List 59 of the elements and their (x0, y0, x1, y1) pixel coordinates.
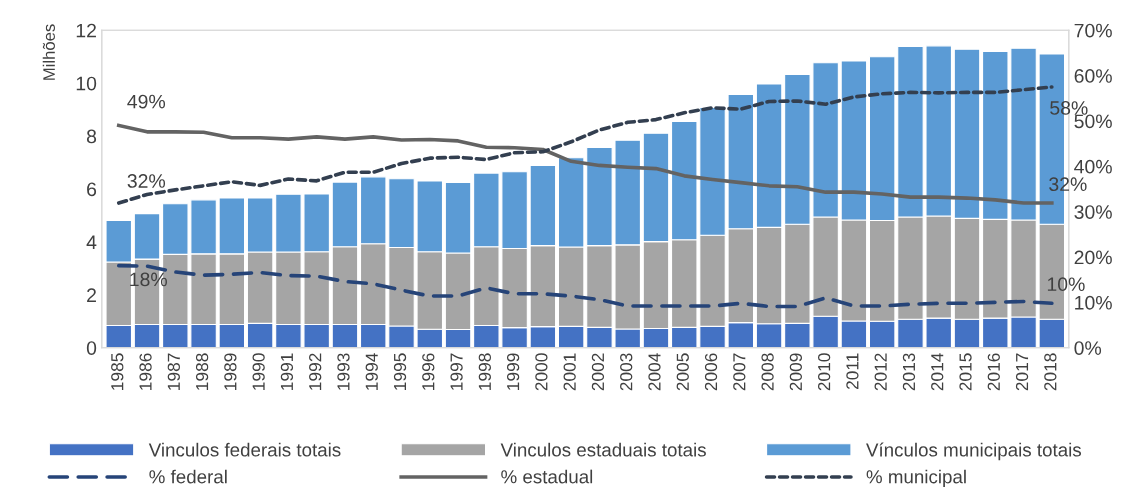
y-tick-label: 6 (87, 182, 97, 197)
annotation: 49% (127, 94, 166, 109)
x-tick-label: 1988 (195, 353, 209, 390)
legend-label: % federal (149, 469, 227, 484)
x-tick-label: 2008 (761, 353, 774, 391)
x-tick-label: 1991 (280, 353, 294, 390)
legend-label: % estadual (501, 469, 593, 484)
y-tick-label: 2 (87, 288, 96, 302)
annotation: 10% (1047, 277, 1085, 292)
y-tick-label: 4 (86, 235, 97, 249)
x-tick-label: 1989 (224, 353, 237, 390)
x-tick-label: 2005 (676, 353, 689, 391)
x-tick-label: 1985 (111, 353, 124, 390)
x-tick-label: 1990 (252, 353, 265, 390)
x-tick-label: 1994 (365, 353, 378, 390)
x-tick-label: 2003 (620, 353, 633, 391)
x-tick-label: 1998 (478, 353, 491, 390)
x-tick-label: 2011 (846, 353, 859, 390)
x-tick-label: 2010 (818, 353, 831, 391)
x-tick-label: 1987 (167, 353, 180, 390)
x-tick-label: 2013 (902, 353, 916, 391)
y2-tick-label: 20% (1074, 250, 1112, 265)
y-tick-label: 12 (76, 23, 96, 38)
x-tick-label: 2009 (789, 353, 803, 391)
x-tick-label: 1986 (139, 353, 152, 390)
x-tick-label: 1999 (506, 353, 520, 390)
y2-tick-label: 50% (1074, 114, 1112, 129)
x-tick-label: 1996 (422, 353, 435, 390)
y2-tick-label: 70% (1074, 23, 1112, 38)
legend-label: Vinculos estaduais totais (500, 442, 706, 457)
y2-tick-label: 40% (1074, 159, 1112, 174)
y-tick-label: 10 (76, 76, 97, 91)
x-tick-label: 2004 (648, 353, 661, 391)
x-tick-label: 1993 (337, 353, 350, 390)
x-tick-label: 2018 (1044, 353, 1057, 391)
legend-label: % municipal (866, 469, 966, 488)
x-tick-label: 2001 (563, 353, 576, 391)
y2-tick-label: 10% (1075, 295, 1112, 310)
y-axis-title: Milhões (42, 24, 55, 80)
x-tick-label: 2017 (1015, 353, 1029, 391)
x-tick-label: 1995 (393, 353, 407, 390)
y2-tick-label: 60% (1074, 69, 1112, 83)
y-tick-label: 0 (86, 341, 97, 355)
y2-tick-label: 30% (1074, 205, 1112, 219)
y2-tick-label: 0% (1074, 341, 1102, 355)
x-tick-label: 2007 (733, 353, 746, 391)
legend-label: Vínculos municipais totais (866, 442, 1081, 461)
x-tick-label: 2015 (959, 353, 972, 391)
x-tick-label: 2006 (704, 353, 718, 391)
annotation: 32% (127, 174, 166, 188)
x-tick-label: 1992 (309, 353, 322, 390)
x-tick-label: 2000 (535, 353, 548, 391)
x-tick-label: 2012 (874, 353, 887, 391)
x-tick-label: 1997 (450, 353, 463, 390)
x-tick-label: 2014 (931, 353, 944, 391)
x-tick-label: 2016 (987, 353, 1000, 391)
legend-label: Vinculos federais totais (148, 442, 341, 457)
x-tick-label: 2002 (591, 353, 605, 391)
y-tick-label: 8 (86, 129, 97, 144)
